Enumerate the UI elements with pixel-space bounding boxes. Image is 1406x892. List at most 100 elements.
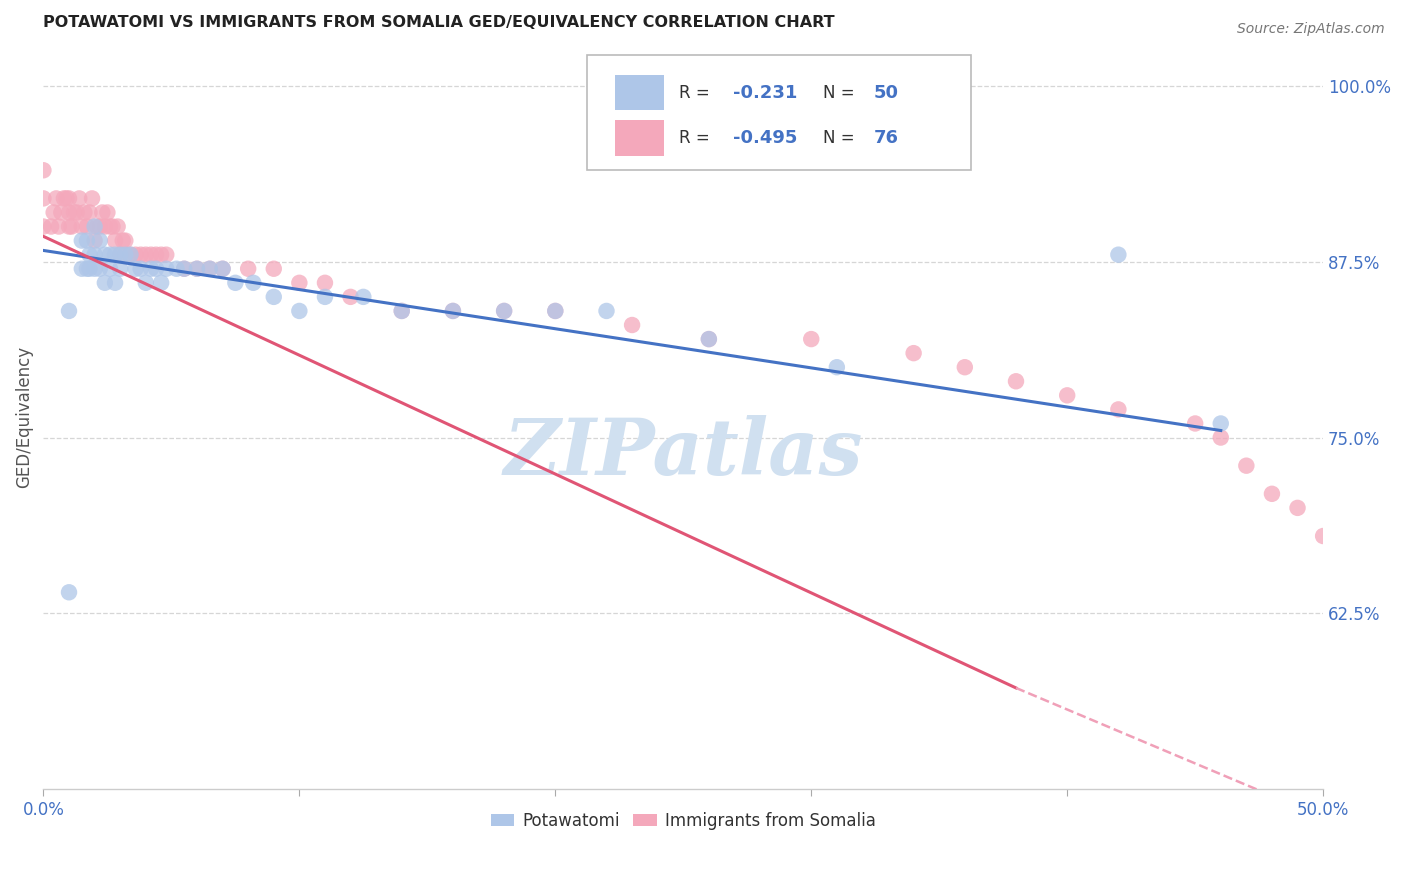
Point: [96, 205, 118, 219]
Point: [124, 261, 146, 276]
Point: [111, 234, 134, 248]
Point: [166, 261, 188, 276]
Text: N =: N =: [823, 128, 859, 147]
Point: [1107, 402, 1129, 417]
Point: [70, 234, 93, 248]
Point: [89, 261, 111, 276]
Point: [441, 304, 464, 318]
Point: [314, 290, 336, 304]
Point: [79, 248, 101, 262]
Point: [101, 219, 124, 234]
Point: [145, 248, 167, 262]
Point: [595, 304, 617, 318]
Point: [135, 248, 157, 262]
Text: 76: 76: [875, 128, 898, 147]
Text: R =: R =: [679, 128, 716, 147]
Point: [73, 205, 96, 219]
Point: [98, 248, 121, 262]
Point: [55, 191, 77, 205]
Point: [32, 191, 55, 205]
Point: [186, 261, 208, 276]
Text: N =: N =: [823, 84, 859, 102]
Point: [339, 290, 361, 304]
Point: [211, 261, 233, 276]
Point: [494, 304, 516, 318]
Point: [51, 205, 73, 219]
Point: [58, 304, 80, 318]
Point: [45, 191, 67, 205]
Point: [108, 261, 131, 276]
Point: [1005, 374, 1028, 388]
Point: [108, 248, 131, 262]
Point: [135, 276, 157, 290]
Point: [238, 261, 260, 276]
Point: [953, 360, 976, 375]
Point: [186, 261, 208, 276]
Point: [83, 248, 105, 262]
Point: [83, 219, 105, 234]
Point: [83, 261, 105, 276]
Point: [70, 219, 93, 234]
Point: [32, 163, 55, 178]
Point: [173, 261, 195, 276]
Point: [108, 248, 131, 262]
Point: [129, 261, 152, 276]
Point: [391, 304, 413, 318]
Point: [67, 191, 90, 205]
Point: [155, 261, 177, 276]
Point: [94, 248, 117, 262]
Point: [903, 346, 925, 360]
Point: [139, 248, 162, 262]
Point: [120, 248, 142, 262]
Point: [1234, 458, 1257, 473]
Point: [263, 261, 285, 276]
Point: [173, 261, 195, 276]
Point: [1184, 417, 1206, 431]
Point: [825, 360, 848, 375]
Point: [98, 261, 121, 276]
Point: [79, 261, 101, 276]
Point: [800, 332, 823, 346]
Point: [391, 304, 413, 318]
Point: [94, 276, 117, 290]
Point: [1107, 248, 1129, 262]
Point: [1261, 487, 1284, 501]
Point: [114, 248, 136, 262]
Point: [114, 234, 136, 248]
Point: [1056, 388, 1078, 402]
FancyBboxPatch shape: [588, 54, 972, 170]
FancyBboxPatch shape: [616, 75, 664, 111]
Point: [1337, 543, 1360, 558]
Point: [1286, 500, 1309, 515]
Point: [104, 248, 127, 262]
Point: [150, 276, 173, 290]
Point: [139, 261, 162, 276]
Point: [1362, 557, 1385, 571]
Point: [104, 234, 127, 248]
Point: [1209, 431, 1232, 445]
Point: [60, 219, 83, 234]
Text: ZIPatlas: ZIPatlas: [503, 416, 863, 492]
Point: [58, 585, 80, 599]
Point: [91, 205, 114, 219]
Text: POTAWATOMI VS IMMIGRANTS FROM SOMALIA GED/EQUIVALENCY CORRELATION CHART: POTAWATOMI VS IMMIGRANTS FROM SOMALIA GE…: [44, 15, 835, 30]
Point: [42, 205, 65, 219]
Point: [58, 219, 80, 234]
Point: [544, 304, 567, 318]
Point: [198, 261, 221, 276]
Point: [104, 276, 127, 290]
Text: Source: ZipAtlas.com: Source: ZipAtlas.com: [1237, 22, 1385, 37]
Legend: Potawatomi, Immigrants from Somalia: Potawatomi, Immigrants from Somalia: [484, 805, 883, 837]
Point: [314, 276, 336, 290]
Point: [263, 290, 285, 304]
Point: [1312, 529, 1334, 543]
Point: [76, 261, 98, 276]
Point: [155, 248, 177, 262]
Point: [150, 248, 173, 262]
Point: [70, 261, 93, 276]
Point: [86, 219, 108, 234]
Point: [76, 234, 98, 248]
Point: [224, 276, 246, 290]
FancyBboxPatch shape: [616, 120, 664, 156]
Point: [48, 219, 70, 234]
